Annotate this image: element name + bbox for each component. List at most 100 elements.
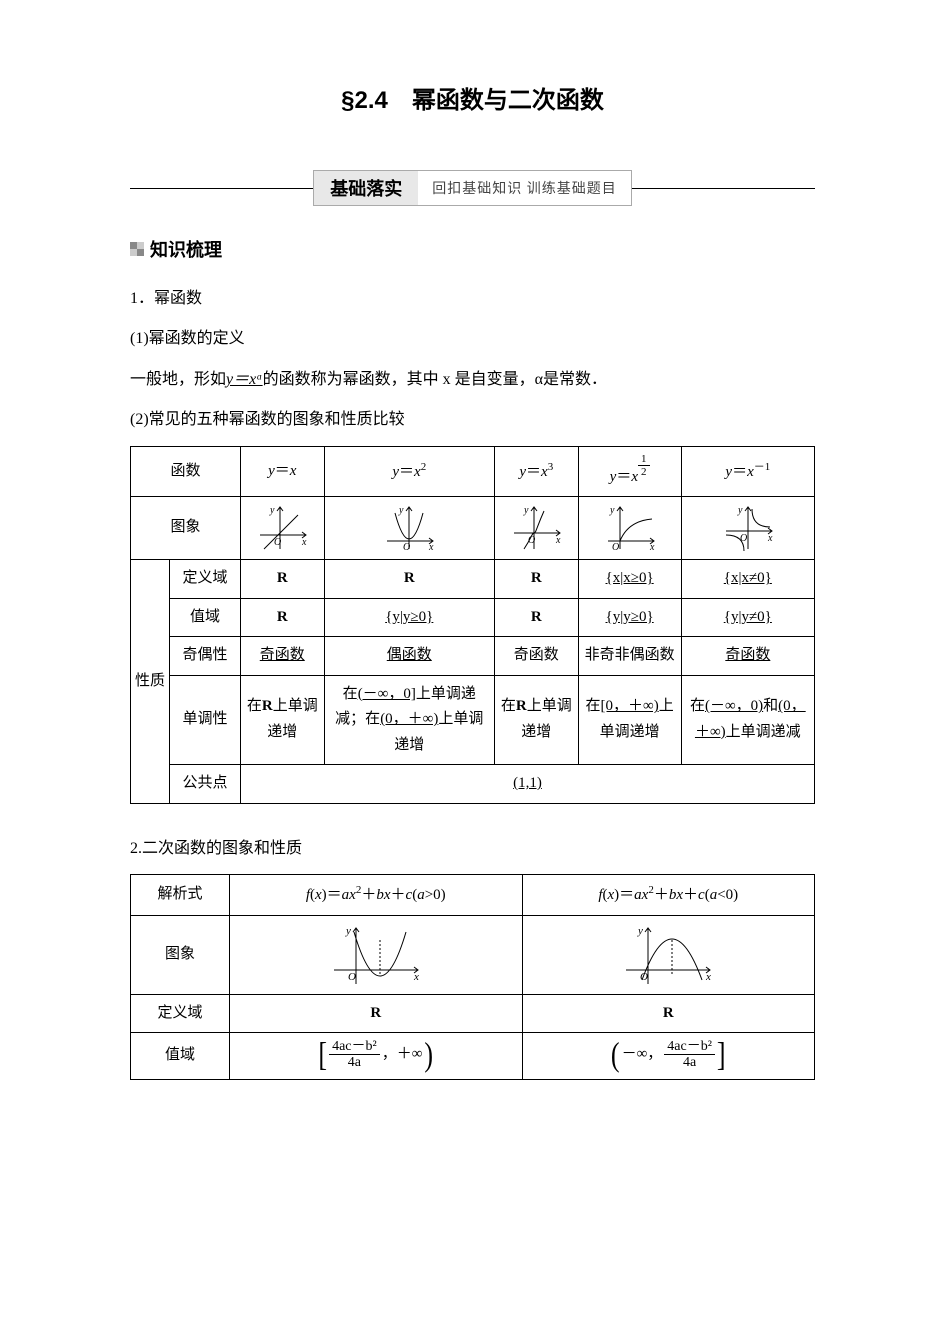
formula: y＝xᵅ (226, 371, 263, 388)
row-header: 图象 (131, 915, 230, 994)
table-row: 解析式 f(x)＝ax2＋bx＋c(a>0) f(x)＝ax2＋bx＋c(a<0… (131, 875, 815, 916)
table-row: 值域 [ 4ac－b²4a ，＋∞ ) ( －∞， 4ac－b²4a ] (131, 1033, 815, 1080)
row-header: 定义域 (170, 560, 241, 599)
row-header: 值域 (170, 598, 241, 637)
cell: 在(－∞，0]上单调递减；在(0，＋∞)上单调递增 (324, 675, 495, 765)
cell: R (324, 560, 495, 599)
banner-rule-right (632, 188, 815, 189)
paragraph: (2)常见的五种幂函数的图象和性质比较 (130, 405, 815, 435)
table-row: 图象 O x y O x y (131, 497, 815, 560)
cell: R (241, 598, 325, 637)
text: 一般地，形如 (130, 371, 226, 388)
cell: R (230, 994, 523, 1033)
paragraph: (1)幂函数的定义 (130, 324, 815, 354)
graph-y-eq-sqrt-x: O x y (602, 503, 658, 553)
banner-box: 基础落实 回扣基础知识 训练基础题目 (313, 170, 632, 206)
table-row: 奇偶性 奇函数 偶函数 奇函数 非奇非偶函数 奇函数 (131, 637, 815, 676)
cell: {x|x≠0} (681, 560, 814, 599)
cell: 奇函数 (241, 637, 325, 676)
graph-parabola-up: O x y (326, 922, 426, 988)
graph-cell: O x y (495, 497, 579, 560)
svg-text:y: y (398, 505, 404, 516)
svg-text:O: O (612, 542, 619, 553)
fn-cell: y＝x－1 (681, 446, 814, 497)
paragraph: 一般地，形如y＝xᵅ的函数称为幂函数，其中 x 是自变量，α是常数． (130, 365, 815, 395)
hdr-graph: 图象 (131, 497, 241, 560)
banner-rule-left (130, 188, 313, 189)
cell: 在R上单调递增 (241, 675, 325, 765)
svg-text:y: y (269, 505, 275, 516)
cell: f(x)＝ax2＋bx＋c(a>0) (230, 875, 523, 916)
cell: {y|y≠0} (681, 598, 814, 637)
cell: (1,1) (241, 765, 815, 804)
banner: 基础落实 回扣基础知识 训练基础题目 (130, 170, 815, 206)
table-row: 函数 y＝x y＝x2 y＝x3 y＝x12 y＝x－1 (131, 446, 815, 497)
graph-cell: O x y (681, 497, 814, 560)
svg-text:x: x (767, 533, 773, 544)
banner-subtitle: 回扣基础知识 训练基础题目 (418, 171, 631, 205)
cell: 偶函数 (324, 637, 495, 676)
svg-text:x: x (413, 971, 419, 983)
svg-text:O: O (740, 533, 747, 544)
cell: 奇函数 (495, 637, 579, 676)
svg-text:x: x (555, 535, 561, 546)
graph-y-eq-x: O x y (254, 503, 310, 553)
svg-text:y: y (523, 505, 529, 516)
svg-text:x: x (301, 537, 307, 548)
cell: {x|x≥0} (578, 560, 681, 599)
svg-text:y: y (637, 925, 643, 937)
row-header: 值域 (131, 1033, 230, 1080)
paragraph: 1．幂函数 (130, 284, 815, 314)
page-title: §2.4 幂函数与二次函数 (130, 80, 815, 115)
fn-cell: y＝x (241, 446, 325, 497)
paragraph: 2.二次函数的图象和性质 (130, 834, 815, 864)
cell: 在R上单调递增 (495, 675, 579, 765)
section-heading: 知识梳理 (130, 236, 815, 262)
graph-parabola-down: O x y (618, 922, 718, 988)
cell: ( －∞， 4ac－b²4a ] (522, 1033, 815, 1080)
svg-text:x: x (428, 542, 434, 553)
properties-label: 性质 (131, 560, 170, 804)
cell: 非奇非偶函数 (578, 637, 681, 676)
cell: R (495, 560, 579, 599)
graph-y-eq-1-over-x: O x y (720, 503, 776, 553)
row-header: 单调性 (170, 675, 241, 765)
svg-text:y: y (737, 505, 743, 516)
svg-text:x: x (705, 971, 711, 983)
svg-text:O: O (403, 542, 410, 553)
graph-cell: O x y (324, 497, 495, 560)
cell: {y|y≥0} (578, 598, 681, 637)
cell: 奇函数 (681, 637, 814, 676)
table-row: 性质 定义域 R R R {x|x≥0} {x|x≠0} (131, 560, 815, 599)
cell: R (241, 560, 325, 599)
table-row: 图象 O x y O x y (131, 915, 815, 994)
table-row: 单调性 在R上单调递增 在(－∞，0]上单调递减；在(0，＋∞)上单调递增 在R… (131, 675, 815, 765)
svg-text:x: x (649, 542, 655, 553)
section-heading-text: 知识梳理 (150, 236, 222, 262)
graph-y-eq-x2: O x y (381, 503, 437, 553)
cell: R (522, 994, 815, 1033)
quadratic-table: 解析式 f(x)＝ax2＋bx＋c(a>0) f(x)＝ax2＋bx＋c(a<0… (130, 874, 815, 1080)
graph-cell: O x y (230, 915, 523, 994)
svg-text:O: O (274, 537, 281, 548)
svg-text:O: O (640, 971, 648, 983)
cell: {y|y≥0} (324, 598, 495, 637)
cell: R (495, 598, 579, 637)
graph-cell: O x y (522, 915, 815, 994)
row-header: 公共点 (170, 765, 241, 804)
table-row: 定义域 R R (131, 994, 815, 1033)
svg-text:O: O (348, 971, 356, 983)
power-function-table: 函数 y＝x y＝x2 y＝x3 y＝x12 y＝x－1 图象 O x y O (130, 446, 815, 804)
graph-y-eq-x3: O x y (508, 503, 564, 553)
table-row: 公共点 (1,1) (131, 765, 815, 804)
cell: f(x)＝ax2＋bx＋c(a<0) (522, 875, 815, 916)
hdr-function: 函数 (131, 446, 241, 497)
cell: [ 4ac－b²4a ，＋∞ ) (230, 1033, 523, 1080)
row-header: 奇偶性 (170, 637, 241, 676)
cell: 在[0，＋∞)上单调递增 (578, 675, 681, 765)
row-header: 定义域 (131, 994, 230, 1033)
section-marker-icon (130, 242, 144, 256)
banner-label: 基础落实 (314, 171, 418, 205)
fn-cell: y＝x3 (495, 446, 579, 497)
row-header: 解析式 (131, 875, 230, 916)
